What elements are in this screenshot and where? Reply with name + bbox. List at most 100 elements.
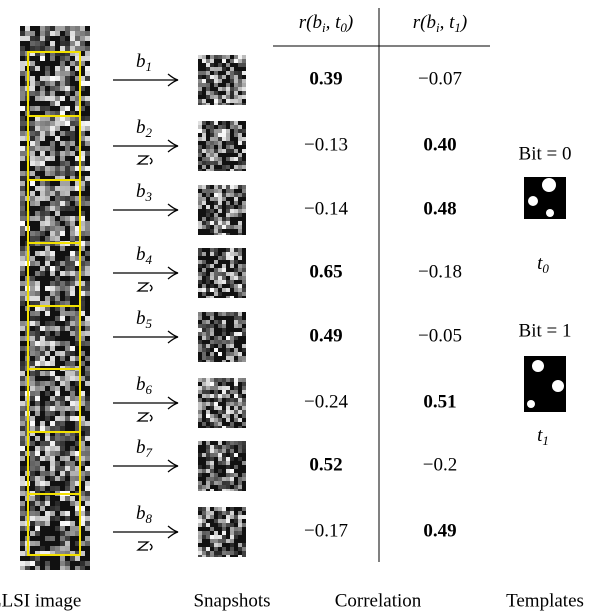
speckle (230, 87, 234, 91)
speckle (210, 189, 214, 193)
speckle (50, 121, 55, 126)
speckle (222, 95, 226, 99)
speckle (65, 146, 70, 151)
speckle (242, 356, 246, 360)
speckle (242, 449, 246, 453)
speckle (234, 91, 238, 95)
speckle (60, 286, 65, 291)
speckle (234, 87, 238, 91)
speckle (85, 226, 90, 231)
speckle (202, 531, 206, 535)
speckle (202, 59, 206, 63)
speckle (230, 256, 234, 260)
speckle (70, 166, 75, 171)
speckle (35, 251, 40, 256)
speckle (206, 213, 210, 217)
speckle (35, 411, 40, 416)
speckle (198, 103, 202, 105)
speckle (206, 141, 210, 145)
speckle (30, 171, 35, 176)
speckle (234, 157, 238, 161)
speckle (45, 126, 50, 131)
speckle (85, 76, 90, 81)
speckle (202, 320, 206, 324)
speckle (214, 481, 218, 485)
speckle (50, 231, 55, 236)
speckle (202, 221, 206, 225)
speckle (20, 136, 25, 141)
speckle (30, 291, 35, 296)
speckle (214, 83, 218, 87)
speckle (50, 381, 55, 386)
speckle (30, 351, 35, 356)
speckle (35, 396, 40, 401)
speckle (238, 205, 242, 209)
speckle (35, 156, 40, 161)
speckle (242, 284, 246, 288)
speckle (226, 141, 230, 145)
speckle (20, 566, 25, 570)
speckle (226, 248, 230, 252)
speckle (85, 431, 90, 436)
speckle (35, 106, 40, 111)
speckle (210, 551, 214, 555)
speckle (85, 251, 90, 256)
speckle (214, 280, 218, 284)
speckle (238, 133, 242, 137)
speckle (210, 67, 214, 71)
speckle (65, 266, 70, 271)
speckle (242, 382, 246, 386)
speckle (218, 418, 222, 422)
speckle (85, 401, 90, 406)
speckle (206, 83, 210, 87)
speckle (218, 189, 222, 193)
speckle (242, 129, 246, 133)
speckle (45, 186, 50, 191)
speckle (20, 246, 25, 251)
speckle (226, 457, 230, 461)
speckle (50, 436, 55, 441)
speckle (55, 281, 60, 286)
speckle (65, 121, 70, 126)
speckle (85, 316, 90, 321)
speckle (45, 426, 50, 431)
speckle (70, 326, 75, 331)
speckle (50, 286, 55, 291)
speckle (238, 99, 242, 103)
speckle (238, 79, 242, 83)
speckle (234, 453, 238, 457)
speckle (238, 185, 242, 189)
speckle (70, 521, 75, 526)
speckle (30, 461, 35, 466)
math-base: b (136, 244, 146, 265)
speckle (85, 536, 90, 541)
speckle (20, 46, 25, 51)
speckle (238, 292, 242, 296)
speckle (230, 336, 234, 340)
speckle (198, 71, 202, 75)
speckle (238, 87, 242, 91)
speckle (202, 336, 206, 340)
speckle (45, 346, 50, 351)
speckle (60, 46, 65, 51)
speckle (202, 252, 206, 256)
speckle (35, 146, 40, 151)
speckle (242, 205, 246, 209)
speckle (242, 79, 246, 83)
speckle (65, 186, 70, 191)
speckle (230, 481, 234, 485)
speckle (35, 141, 40, 146)
speckle (242, 390, 246, 394)
speckle (214, 201, 218, 205)
speckle (65, 436, 70, 441)
speckle (55, 316, 60, 321)
speckle (45, 171, 50, 176)
speckle (55, 386, 60, 391)
speckle (45, 246, 50, 251)
speckle (210, 149, 214, 153)
speckle (65, 106, 70, 111)
speckle (55, 166, 60, 171)
speckle (206, 441, 210, 445)
speckle (70, 351, 75, 356)
speckle (210, 125, 214, 129)
